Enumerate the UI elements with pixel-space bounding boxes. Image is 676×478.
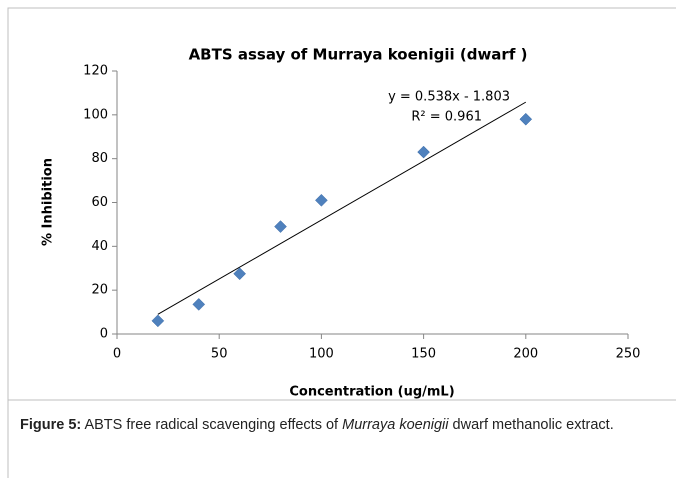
caption-text: ABTS free radical scavenging effects of (84, 417, 339, 433)
data-point (417, 145, 430, 159)
data-point (151, 314, 165, 328)
x-tick-label: 100 (309, 347, 334, 362)
data-point (192, 298, 206, 311)
y-tick-label: 120 (83, 64, 108, 79)
x-tick-label: 200 (513, 347, 538, 362)
data-point (315, 193, 328, 207)
caption-text: dwarf methanolic extract. (452, 417, 614, 433)
data-point (233, 267, 246, 281)
y-tick-label: 0 (100, 327, 108, 342)
trendline-r2: R² = 0.961 (411, 110, 482, 125)
y-tick-label: 60 (91, 195, 108, 210)
x-tick-label: 250 (616, 347, 641, 362)
chart-title: ABTS assay of Murraya koenigii (dwarf ) (189, 46, 528, 64)
x-tick-label: 50 (211, 347, 228, 362)
y-axis-label: % Inhibition (41, 158, 56, 246)
y-tick-label: 20 (91, 283, 108, 298)
x-tick-label: 150 (411, 347, 436, 362)
caption-species: Murraya koenigii (342, 417, 449, 433)
y-tick-label: 40 (91, 239, 108, 254)
y-tick-label: 80 (91, 151, 108, 166)
trendline (157, 101, 527, 315)
x-tick-label: 0 (113, 347, 121, 362)
data-point (274, 220, 287, 233)
y-tick-label: 100 (83, 107, 108, 122)
data-point (519, 112, 533, 126)
x-axis-label: Concentration (ug/mL) (289, 385, 454, 400)
trendline-equation: y = 0.538x - 1.803 (388, 90, 510, 105)
caption-label: Figure 5: (20, 417, 82, 433)
frame (7, 7, 676, 478)
caption: Figure 5: ABTS free radical scavenging e… (20, 416, 660, 435)
